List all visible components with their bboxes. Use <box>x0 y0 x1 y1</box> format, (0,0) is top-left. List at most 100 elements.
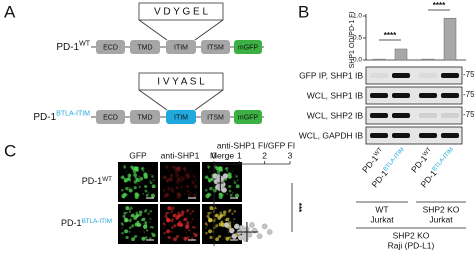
micrograph <box>160 162 200 202</box>
cell-speckle <box>236 186 239 188</box>
mw-marker: -75kD <box>463 70 474 79</box>
cell-speckle <box>236 179 239 182</box>
cell-speckle <box>125 235 129 240</box>
cell-speckle <box>132 170 137 174</box>
cell-speckle <box>139 236 141 238</box>
cell-speckle <box>128 186 131 189</box>
cell-speckle <box>124 218 126 221</box>
data-point <box>237 234 244 241</box>
cell-speckle <box>125 206 130 211</box>
cell-speckle <box>144 236 148 239</box>
motif-box <box>138 72 224 91</box>
cell-speckle <box>208 217 211 220</box>
domain-box <box>96 40 125 54</box>
cell-speckle <box>166 218 171 223</box>
data-point <box>233 223 240 230</box>
cell-speckle <box>183 236 188 241</box>
cell-speckle <box>177 192 181 196</box>
column-header: GFP <box>129 150 147 160</box>
blot-band <box>419 93 437 98</box>
cell-speckle <box>169 176 173 181</box>
cell-speckle <box>162 222 166 225</box>
cell-speckle <box>134 176 138 180</box>
cell-speckle <box>180 210 185 214</box>
cell-speckle <box>205 231 208 235</box>
superscript: BTLA-ITIM <box>382 146 405 172</box>
cell-speckle <box>131 237 136 242</box>
domain-label: ITSM <box>207 114 224 121</box>
cell-speckle <box>177 178 182 182</box>
cell-speckle <box>175 166 181 171</box>
x-tick-label: 1 <box>237 150 242 160</box>
cell-speckle <box>139 177 144 181</box>
cell-speckle <box>228 217 230 219</box>
cell-speckle <box>189 212 192 215</box>
cell-speckle <box>189 170 192 173</box>
cell-speckle <box>170 188 175 193</box>
data-point <box>266 229 273 235</box>
construct-label: PD-1BTLA-ITIM <box>33 110 90 122</box>
bar <box>421 58 435 61</box>
blot-band <box>392 133 410 138</box>
cell-speckle <box>123 211 127 215</box>
cell-speckle <box>185 172 190 177</box>
cell-speckle <box>224 167 228 171</box>
blot-band <box>392 113 410 118</box>
cell-speckle <box>128 219 132 223</box>
cell-speckle <box>233 210 237 213</box>
cell-speckle <box>163 231 166 235</box>
cell-speckle <box>177 214 181 218</box>
cell-speckle <box>149 237 152 240</box>
blot-band <box>392 73 410 78</box>
cell-speckle <box>120 188 124 192</box>
cell-speckle <box>167 206 172 211</box>
cell-speckle <box>124 229 129 234</box>
cell-speckle <box>144 189 148 193</box>
cell-speckle <box>193 226 196 228</box>
cell-speckle <box>173 166 178 171</box>
cell-speckle <box>152 186 155 188</box>
data-point <box>249 222 255 228</box>
sig-label: *** <box>294 203 303 213</box>
cell-speckle <box>227 231 230 234</box>
superscript: WT <box>422 146 433 157</box>
cell-speckle <box>177 179 180 182</box>
cell-speckle <box>216 170 221 174</box>
y-axis-label: SHP1 OD/PD-1 FI <box>349 12 356 69</box>
blot-band <box>370 73 388 78</box>
cell-speckle <box>138 210 143 214</box>
cell-speckle <box>183 169 186 172</box>
cell-speckle <box>208 218 210 221</box>
cell-speckle <box>184 170 187 173</box>
cell-speckle <box>193 184 198 189</box>
cell-speckle <box>134 192 138 196</box>
mw-marker: -75kD <box>463 110 474 119</box>
cell-speckle <box>167 186 171 191</box>
cell-speckle <box>151 175 154 178</box>
cell-speckle <box>233 181 237 185</box>
blot-band <box>441 113 459 118</box>
cell-speckle <box>133 186 137 190</box>
blot-row-label: GFP IP, SHP1 IB <box>299 70 363 80</box>
cell-speckle <box>135 234 138 237</box>
cell-speckle <box>228 185 232 188</box>
cell-speckle <box>207 211 211 215</box>
domain-box <box>201 40 230 54</box>
cell-speckle <box>177 168 181 172</box>
cell-speckle <box>173 224 177 228</box>
cell-speckle <box>133 173 137 177</box>
cell-speckle <box>136 220 140 224</box>
data-point <box>242 236 249 242</box>
domain-label: TMD <box>137 114 152 121</box>
data-point <box>246 231 253 238</box>
cell-speckle <box>233 218 236 221</box>
cell-speckle <box>209 211 212 214</box>
cell-speckle <box>144 208 148 212</box>
cell-speckle <box>165 165 169 169</box>
superscript: WT <box>373 146 384 157</box>
data-point <box>239 224 245 231</box>
cell-speckle <box>178 166 181 170</box>
cell-speckle <box>170 210 173 214</box>
cell-speckle <box>121 227 123 229</box>
cell-speckle <box>138 213 142 217</box>
